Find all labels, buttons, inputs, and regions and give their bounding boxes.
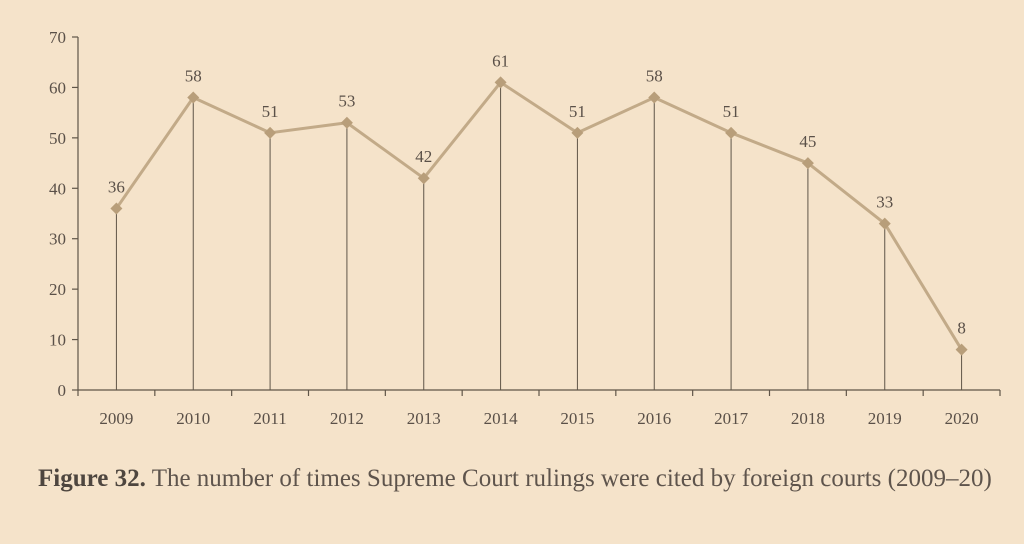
y-tick-label: 30 [49, 230, 66, 249]
x-tick-label: 2016 [637, 409, 671, 428]
x-tick-label: 2011 [253, 409, 286, 428]
data-point-marker [494, 76, 507, 89]
data-label: 53 [338, 92, 355, 111]
data-label: 33 [876, 193, 893, 212]
x-tick-label: 2013 [407, 409, 441, 428]
data-point-marker [110, 202, 123, 215]
x-tick-label: 2017 [714, 409, 749, 428]
y-tick-label: 10 [49, 331, 66, 350]
x-tick-label: 2020 [945, 409, 979, 428]
figure-caption: Figure 32. The number of times Supreme C… [38, 462, 1013, 495]
x-tick-label: 2012 [330, 409, 364, 428]
line-chart: 0 10 20 30 40 50 60 70 2009 2010 2011 2012 2013 2014 2… [49, 28, 1001, 428]
data-label: 51 [723, 102, 740, 121]
x-tick-label: 2018 [791, 409, 825, 428]
data-point-marker [187, 91, 200, 104]
data-label: 8 [957, 319, 966, 338]
y-tick-label: 70 [49, 28, 66, 47]
x-tick-label: 2010 [176, 409, 210, 428]
data-label: 51 [569, 102, 586, 121]
x-tick-label: 2009 [99, 409, 133, 428]
data-label: 36 [108, 177, 125, 196]
x-tick-label: 2019 [868, 409, 902, 428]
data-label: 42 [415, 147, 432, 166]
data-label: 61 [492, 51, 509, 70]
data-point-marker [955, 343, 968, 356]
data-point-marker [417, 172, 430, 185]
caption-prefix: Figure 32. [38, 465, 146, 492]
data-point-marker [801, 157, 814, 170]
data-label: 58 [646, 67, 663, 86]
series-line [115, 80, 963, 351]
y-tick-label: 0 [58, 381, 67, 400]
x-tick-label: 2014 [484, 409, 519, 428]
data-point-marker [571, 126, 584, 139]
data-label: 51 [262, 102, 279, 121]
data-point-marker [264, 126, 277, 139]
y-tick-label: 20 [49, 280, 66, 299]
y-tick-label: 50 [49, 129, 66, 148]
data-point-marker [340, 116, 353, 129]
data-point-marker [648, 91, 661, 104]
data-point-marker [878, 217, 891, 230]
data-point-marker [725, 126, 738, 139]
caption-text: The number of times Supreme Court ruling… [151, 465, 992, 492]
data-label: 45 [799, 132, 816, 151]
y-tick-label: 40 [49, 179, 66, 198]
y-tick-label: 60 [49, 78, 66, 97]
data-label: 58 [185, 67, 202, 86]
x-tick-label: 2015 [560, 409, 594, 428]
